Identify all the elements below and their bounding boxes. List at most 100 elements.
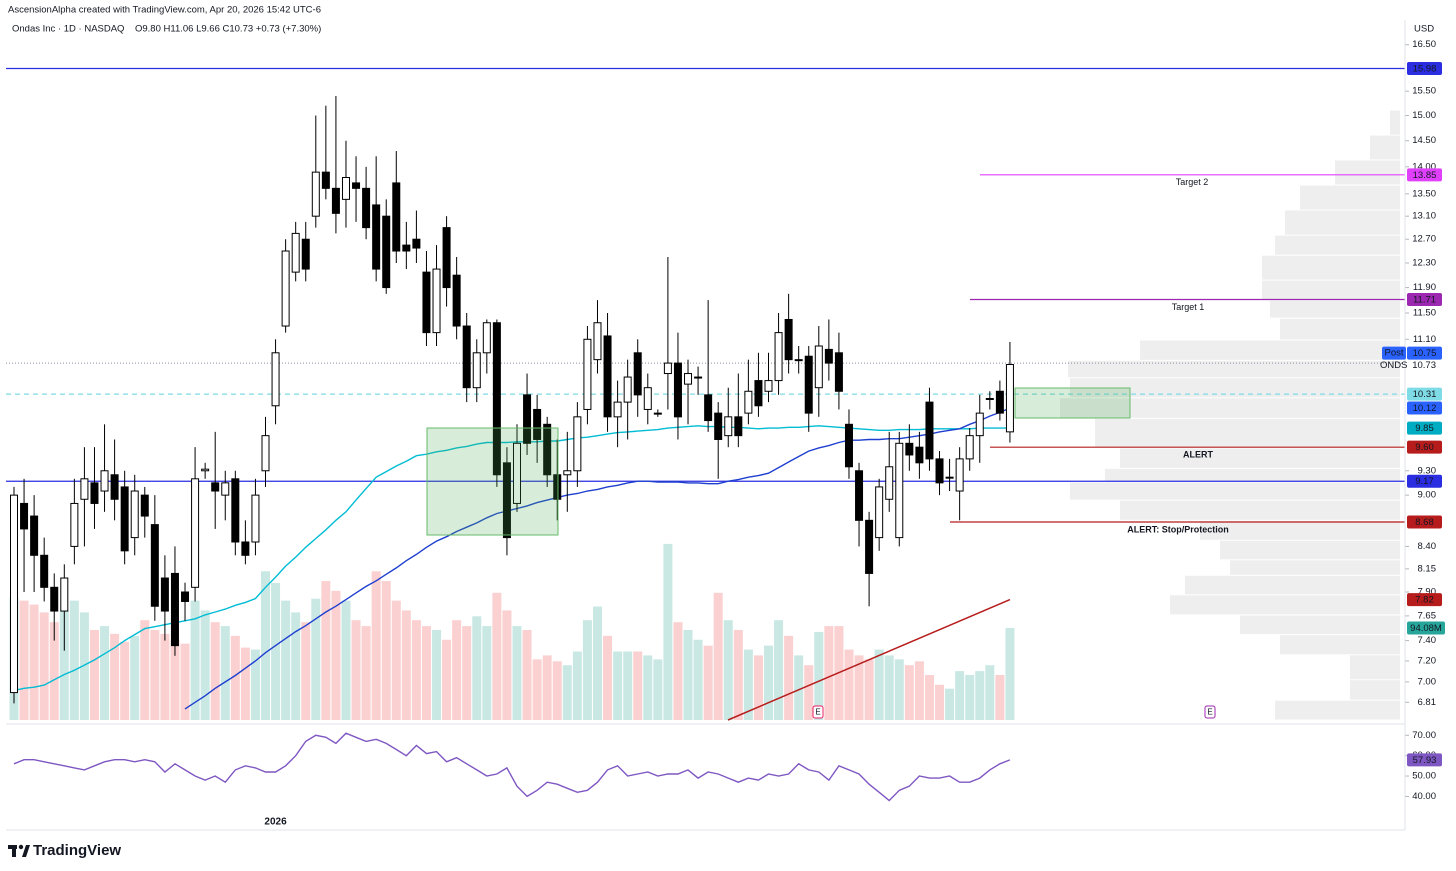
candle-body (784, 318, 793, 361)
logo-shape (12, 845, 16, 857)
candle-body (412, 238, 421, 249)
y-tick-label: 15.00 (1412, 110, 1436, 121)
volume-bar (522, 629, 532, 720)
volume-bar (411, 620, 421, 720)
volume-bar (261, 571, 270, 720)
volume-bar (482, 626, 492, 720)
volume-bar (190, 600, 200, 720)
candle-body (925, 401, 934, 460)
candle-body (905, 442, 914, 456)
x-tick-label: 2026 (264, 817, 287, 828)
candle-body (170, 572, 179, 647)
candle-body (382, 215, 391, 289)
price-line-badge-bg (1407, 515, 1442, 529)
y-tick-label: 9.30 (1418, 465, 1437, 476)
candle-body (422, 271, 431, 334)
volume-bar (673, 622, 683, 720)
y-tick-label: 13.50 (1412, 188, 1436, 199)
volume-bar (170, 639, 180, 720)
earnings-label: E (1207, 708, 1212, 717)
volume-bar (1005, 627, 1015, 720)
volume-profile-bar (1370, 135, 1400, 160)
volume-bar (955, 671, 965, 720)
price-line-badge-bg (1407, 440, 1442, 454)
zone-box (426, 427, 559, 536)
candle-body (643, 387, 652, 410)
volume-profile-bar (1262, 255, 1400, 280)
candle-body (663, 362, 672, 375)
symbol-title: Ondas Inc · 1D · NASDAQ (12, 24, 124, 35)
candle-body (231, 478, 240, 543)
candle-body (814, 345, 823, 389)
volume-badge: 94.08M (1410, 623, 1442, 634)
candle-body (1005, 363, 1014, 433)
candle-body (875, 486, 884, 539)
volume-bar (713, 592, 723, 720)
candle-body (241, 541, 250, 556)
price-line-badge: 13.85 (1413, 170, 1437, 181)
candle-body (945, 476, 954, 479)
volume-bar (542, 655, 552, 720)
candle-body (90, 482, 99, 504)
price-line-badge: 11.71 (1413, 295, 1436, 306)
volume-bar (391, 600, 401, 720)
volume-bar (39, 612, 49, 720)
volume-badge-bg (1407, 621, 1445, 635)
ma-badge-bg (1407, 401, 1442, 415)
volume-profile-bar (1300, 185, 1400, 210)
volume-bar (844, 649, 854, 720)
candle-body (694, 376, 703, 379)
volume-profile-bar (1230, 560, 1400, 575)
post-label: Post (1384, 348, 1403, 359)
brand-logo (8, 844, 30, 857)
candle-body (70, 502, 79, 547)
foreground-layer: 15.98 Target 2 13.85 Target 1 11.71 10.31 ALER… (812, 62, 1445, 767)
brand-name: TradingView (33, 842, 121, 859)
volume-bar (361, 626, 371, 720)
volume-profile-bar (1185, 575, 1400, 595)
volume-bar (250, 649, 260, 720)
volume-bar (703, 645, 713, 720)
candle-body (442, 227, 451, 289)
candle-body (523, 394, 532, 444)
y-tick-label: 7.00 (1418, 676, 1437, 687)
volume-profile-bar (1275, 700, 1400, 720)
y-tick-label: 7.20 (1418, 655, 1437, 666)
candle-body (291, 232, 300, 273)
y-tick-label: 14.00 (1412, 161, 1436, 172)
volume-profile-bar (1200, 520, 1400, 540)
volume-profile-bar (1068, 360, 1400, 378)
volume-bar (894, 659, 904, 720)
trendline-badge: 7.82 (1415, 595, 1434, 606)
candle-body (372, 204, 381, 270)
candle-body (844, 423, 853, 468)
candle-body (794, 359, 803, 362)
price-line-badge: 10.31 (1413, 389, 1437, 400)
candle-body (895, 442, 904, 539)
volume-bar (59, 610, 69, 720)
y-tick-label: 14.50 (1412, 135, 1436, 146)
volume-profile-bar (1350, 680, 1400, 700)
candle-body (623, 376, 632, 403)
y-tick-label: 11.50 (1413, 307, 1436, 318)
candle-body (482, 322, 491, 354)
candle-body (100, 470, 109, 492)
candle-body (824, 348, 833, 364)
volume-bar (301, 622, 311, 720)
volume-bar (472, 616, 482, 720)
volume-profile-bar (1280, 318, 1400, 340)
volume-bar (351, 620, 361, 720)
candle-body (331, 187, 340, 214)
volume-bar (462, 626, 472, 720)
volume-bar (623, 651, 633, 720)
volume-bar (653, 659, 663, 720)
volume-bar (29, 604, 39, 720)
volume-bar (89, 629, 99, 720)
candle-body (160, 577, 169, 612)
candle-body (744, 390, 753, 414)
candle-body (714, 412, 723, 440)
y-tick-label: 13.10 (1412, 211, 1436, 222)
volume-bar (79, 612, 89, 720)
candle-body (321, 171, 330, 189)
earnings-label: E (815, 708, 820, 717)
